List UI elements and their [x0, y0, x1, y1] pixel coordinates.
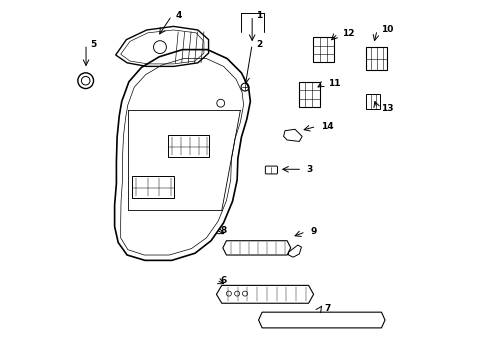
- Text: 10: 10: [381, 26, 394, 35]
- Text: 12: 12: [342, 29, 355, 38]
- Text: 11: 11: [328, 79, 341, 88]
- Text: 13: 13: [381, 104, 394, 113]
- Text: 3: 3: [306, 165, 313, 174]
- Text: 1: 1: [256, 11, 263, 20]
- Text: 2: 2: [256, 40, 263, 49]
- Text: 6: 6: [220, 275, 227, 284]
- Text: 14: 14: [321, 122, 333, 131]
- Text: 7: 7: [324, 304, 331, 313]
- Text: 8: 8: [220, 225, 227, 234]
- Text: 4: 4: [176, 11, 182, 20]
- Text: 5: 5: [90, 40, 97, 49]
- Text: 9: 9: [310, 227, 317, 236]
